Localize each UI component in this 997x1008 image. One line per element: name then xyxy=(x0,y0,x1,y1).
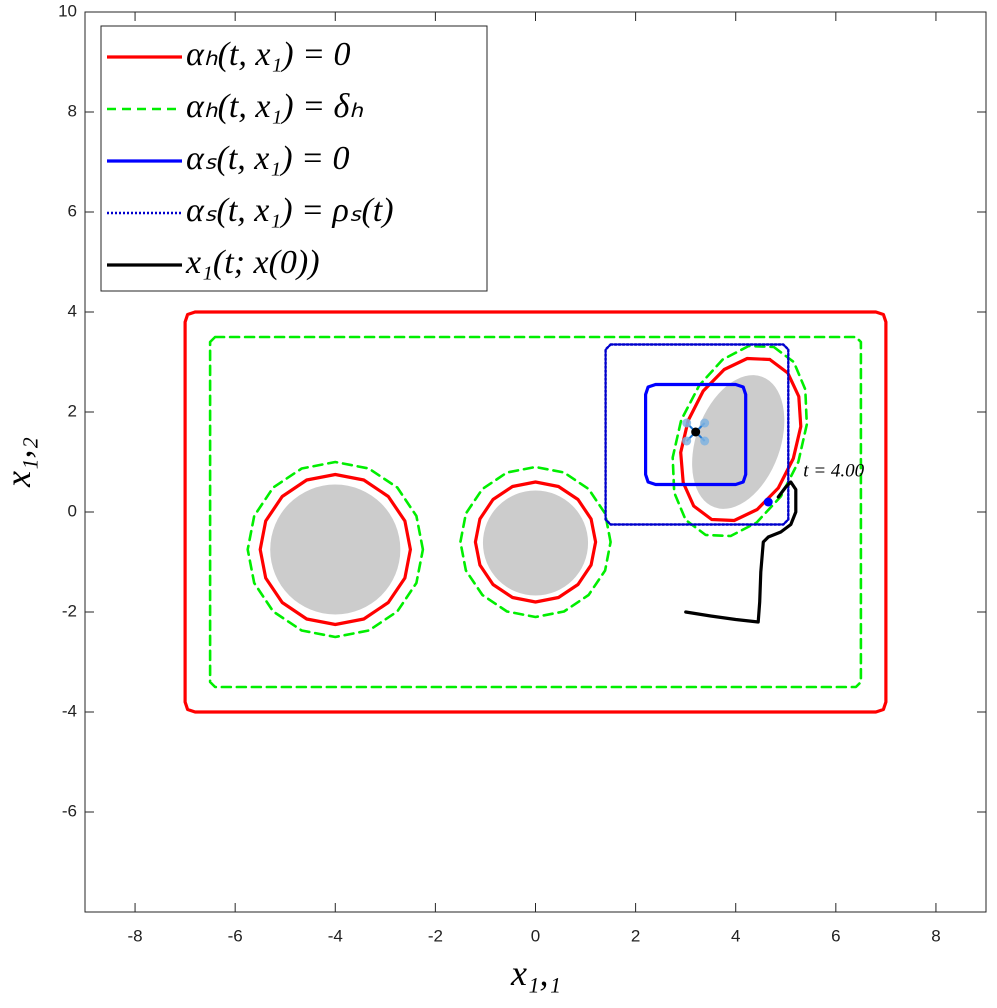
y-tick-label: 0 xyxy=(68,501,77,520)
x-tick-label: 2 xyxy=(631,926,640,945)
plot-area xyxy=(183,310,888,714)
series-line xyxy=(183,310,888,714)
y-tick-label: -4 xyxy=(62,701,77,720)
legend-label: x₁(t; x(0)) xyxy=(185,244,320,281)
series-line xyxy=(208,335,863,689)
series-line xyxy=(684,480,798,624)
y-tick-label: -2 xyxy=(62,601,77,620)
robot-rotor xyxy=(700,436,710,446)
y-tick-label: 6 xyxy=(68,201,77,220)
y-tick-label: 10 xyxy=(58,1,77,20)
legend-label: αₕ(t, x₁) = δₕ xyxy=(186,88,363,125)
obstacle xyxy=(692,375,785,509)
x-tick-label: -8 xyxy=(127,926,142,945)
series-line xyxy=(604,343,790,526)
legend-label: αₛ(t, x₁) = 0 xyxy=(186,140,349,177)
marker xyxy=(763,497,773,507)
obstacle xyxy=(270,484,401,615)
annotation: t = 4.00 xyxy=(803,460,864,481)
legend: αₕ(t, x₁) = 0 αₕ(t, x₁) = δₕ αₛ(t, x₁) = 0… xyxy=(100,25,488,292)
legend-label: αₕ(t, x₁) = 0 xyxy=(186,36,351,73)
y-axis-label: x₁,₂ xyxy=(0,437,38,488)
legend-label: αₛ(t, x₁) = ρₛ(t) xyxy=(186,192,394,229)
series-line xyxy=(644,382,748,487)
y-tick-label: 2 xyxy=(68,401,77,420)
x-axis-label: x₁,₁ xyxy=(510,953,561,993)
y-tick-label: 8 xyxy=(68,101,77,120)
robot-rotor xyxy=(682,418,692,428)
y-tick-label: -6 xyxy=(62,801,77,820)
robot-rotor xyxy=(700,418,710,428)
y-tick-label: 4 xyxy=(68,301,77,320)
x-tick-label: -4 xyxy=(328,926,343,945)
marker xyxy=(691,427,701,437)
obstacle xyxy=(482,490,589,596)
x-tick-label: 6 xyxy=(831,926,840,945)
x-tick-label: -6 xyxy=(228,926,243,945)
x-tick-label: -2 xyxy=(428,926,443,945)
x-tick-label: 8 xyxy=(931,926,940,945)
robot-rotor xyxy=(682,436,692,446)
legend-box xyxy=(100,25,488,292)
x-tick-label: 4 xyxy=(731,926,740,945)
x-tick-label: 0 xyxy=(531,926,540,945)
